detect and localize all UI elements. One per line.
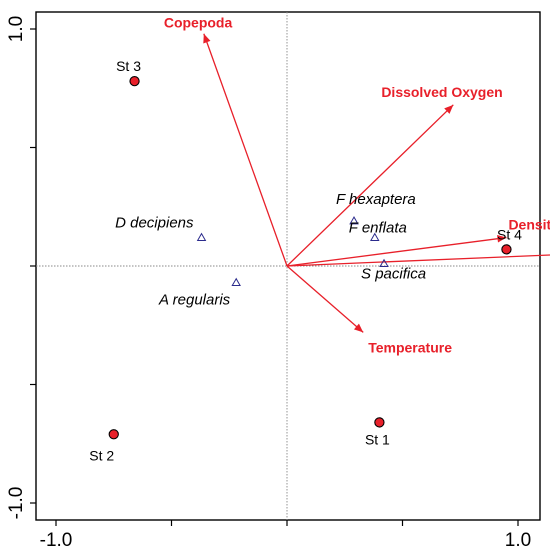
env-vector-label: Dissolved Oxygen (381, 84, 502, 100)
env-vector-arrowhead (497, 234, 507, 243)
env-vector-line (286, 265, 364, 333)
site-marker (129, 75, 140, 87)
species-marker (379, 258, 389, 268)
env-vector-line (286, 254, 550, 267)
env-vector-label: Temperature (368, 339, 452, 355)
species-marker (349, 216, 359, 225)
site-label: St 2 (89, 447, 114, 463)
env-vector-line (203, 33, 288, 267)
env-vector-label: Density (508, 217, 550, 233)
x-tick-label: 1.0 (505, 530, 531, 549)
y-tick-label: -1.0 (6, 487, 27, 520)
site-marker (501, 244, 512, 255)
env-vector-label: Copepoda (164, 15, 233, 31)
env-vector-arrowhead (203, 33, 211, 44)
environment-vectors (203, 33, 550, 333)
env-vector-line (286, 104, 454, 267)
env-vector-arrowhead (353, 323, 364, 333)
site-points (108, 75, 512, 440)
site-label: St 1 (365, 431, 390, 447)
species-label: A regularis (158, 292, 231, 309)
species-label: F enflata (349, 220, 407, 237)
species-marker (231, 277, 241, 287)
species-marker (196, 232, 207, 241)
species-marker (370, 232, 380, 241)
species-label: S pacifica (361, 266, 426, 283)
species-points (196, 216, 389, 287)
species-label: F hexaptera (336, 191, 416, 208)
env-vector-line (286, 236, 507, 267)
x-tick-label: -1.0 (40, 530, 73, 549)
site-label: St 3 (116, 58, 141, 74)
species-label: D decipiens (115, 215, 194, 232)
y-tick-label: 1.0 (6, 16, 27, 42)
axis-ticks: -1.0 1.0 1.0 -1.0 (6, 16, 531, 549)
site-label: St 4 (497, 226, 522, 242)
env-vector-arrowhead (444, 104, 454, 114)
site-marker (108, 429, 119, 440)
site-marker (374, 417, 385, 428)
